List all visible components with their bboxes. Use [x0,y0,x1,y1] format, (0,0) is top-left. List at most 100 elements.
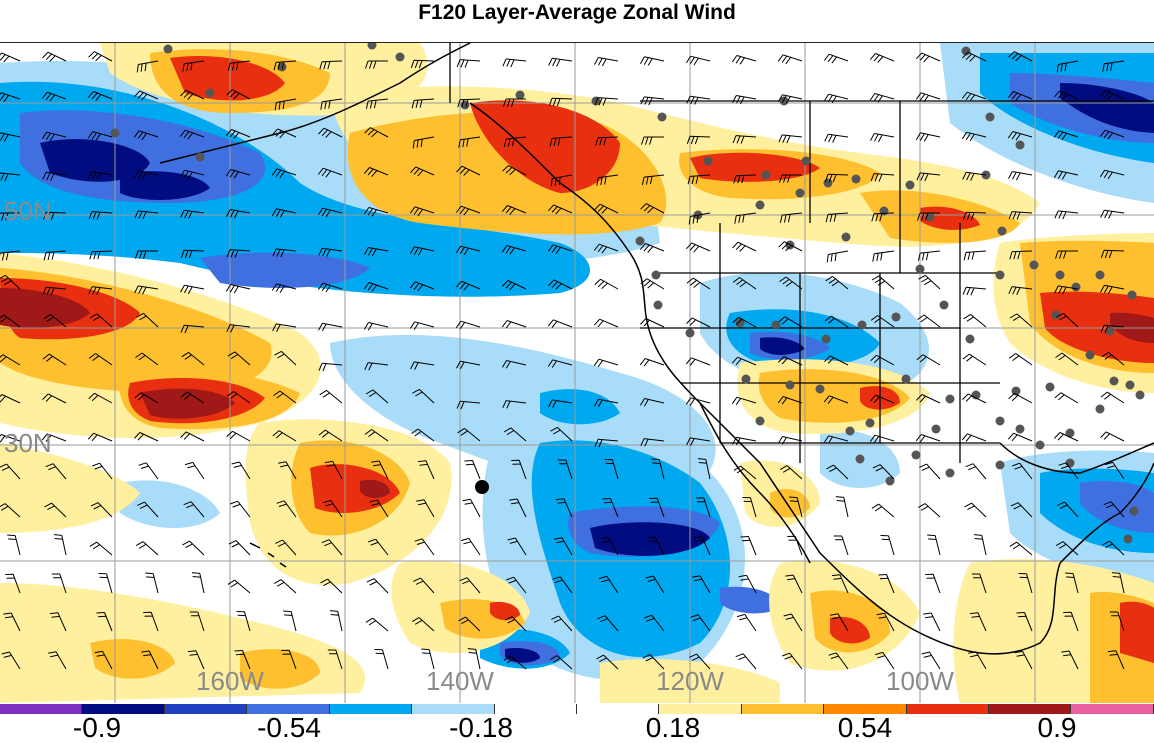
wind-barb [1016,612,1033,632]
station-dot [851,174,861,184]
wind-barb [184,461,205,480]
station-dot [1051,310,1061,320]
wind-barb [413,577,435,594]
wind-barb [732,277,757,290]
wind-barb [695,497,711,518]
station-dot [815,384,825,394]
wind-barb [686,95,711,105]
wind-barb [319,389,343,404]
wind-barb [1104,461,1125,480]
wind-barb [88,171,113,181]
wind-barb [87,91,113,101]
wind-barb [732,135,757,144]
wind-barb [271,283,297,293]
wind-barb [777,396,803,405]
wind-barb [689,653,711,670]
wind-barb [738,574,757,594]
wind-barb [504,616,527,632]
wind-barb [133,170,159,180]
wind-barb [777,54,803,65]
wind-barb [180,391,205,404]
wind-barb [0,354,21,366]
station-dot [1109,376,1119,386]
wind-barb [642,654,665,670]
station-dot [985,112,995,122]
station-dot [1011,386,1021,396]
wind-barb [639,56,665,66]
wind-barb [320,98,343,110]
colorbar-swatch [824,704,907,714]
wind-barb [138,462,159,480]
wind-barb [731,396,757,406]
wind-barb [456,59,481,68]
wind-barb [1109,611,1125,632]
wind-barb [826,464,849,480]
wind-barb [870,315,895,328]
wind-barb [824,133,849,143]
wind-barb [363,207,389,217]
wind-barb [1009,250,1033,260]
wind-barb [409,206,435,217]
station-dot [821,334,831,344]
wind-barb [1107,650,1125,670]
wind-barb [915,132,941,142]
wind-barb [871,275,895,290]
wind-barb [962,51,987,62]
wind-barb [365,617,389,632]
wind-barb [364,429,389,442]
wind-barb [1100,391,1125,404]
colorbar-tick-label: -0.54 [257,712,321,743]
wind-barb [363,282,389,292]
wind-barb [369,499,389,518]
wind-barb [686,317,711,328]
wind-barb [226,89,251,100]
colorbar-labels: -0.9 -0.54 -0.18 0.18 0.54 0.9 [0,712,1154,743]
wind-barb [273,579,297,594]
wind-barb [0,463,21,480]
wind-barb [969,612,987,632]
wind-barb [870,133,895,143]
wind-barb [134,90,159,101]
wind-barb [455,245,481,256]
wind-barb [412,136,435,149]
station-dot [1015,140,1025,150]
wind-barb [180,89,205,100]
wind-barb [417,460,435,480]
wind-barb [179,169,205,180]
station-dot [995,460,1005,470]
wind-barb [281,649,297,670]
colorbar-swatch [576,704,660,714]
wind-barb [460,537,481,556]
wind-barb [1054,210,1079,220]
wind-barb [639,243,665,253]
wind-barb [236,611,251,632]
wind-barb [226,209,251,219]
wind-barb [134,210,159,220]
wind-barb [455,205,481,216]
station-dot [657,112,667,122]
wind-barb [409,321,435,330]
wind-barb [1055,352,1079,366]
wind-barb [134,285,159,295]
wind-barb [547,244,573,255]
wind-barb [225,284,251,294]
wind-barb [830,613,849,632]
wind-barb [180,324,205,334]
wind-barb [782,652,803,670]
station-dot [855,454,865,464]
station-dot [635,236,645,246]
wind-barb [734,212,757,224]
wind-barb [551,615,573,632]
wind-barb [180,431,205,442]
wind-barb [651,458,665,480]
wind-barb [506,576,527,594]
wind-barb [42,51,67,62]
wind-barb [88,211,113,220]
wind-barb [179,129,205,140]
wind-barb [464,460,481,480]
wind-barb [1061,650,1079,670]
wind-barb [595,136,619,146]
wind-barb [278,461,297,480]
station-dot [591,96,601,106]
station-dot [1085,350,1095,360]
